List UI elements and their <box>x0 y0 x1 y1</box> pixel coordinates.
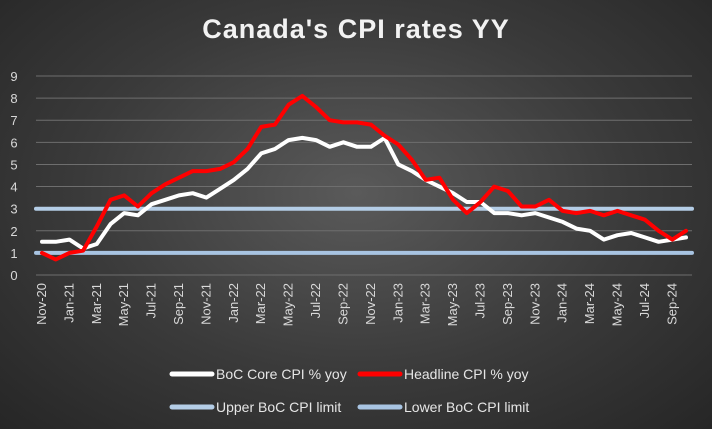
series-line-boc-core-cpi-yoy <box>40 135 688 251</box>
y-axis: 0 1 2 3 4 5 6 7 8 9 <box>10 69 17 283</box>
x-tick-label: Nov-20 <box>34 283 49 325</box>
x-tick-label: Sep-21 <box>171 283 186 325</box>
x-tick-label: Sep-24 <box>664 283 679 325</box>
x-tick-label: Nov-22 <box>363 283 378 325</box>
x-tick-label: Jan-23 <box>390 283 405 323</box>
y-tick-label: 5 <box>10 157 17 172</box>
legend-item: Upper BoC CPI limit <box>169 399 341 415</box>
y-tick-label: 3 <box>10 202 17 217</box>
x-tick-label: Sep-23 <box>500 283 515 325</box>
legend-item: Lower BoC CPI limit <box>357 399 529 415</box>
x-tick-label: Jan-21 <box>61 283 76 323</box>
x-tick-label: Jul-21 <box>144 283 159 318</box>
series-lines <box>34 93 694 262</box>
x-tick-label: Nov-21 <box>198 283 213 325</box>
x-tick-label: Sep-22 <box>335 283 350 325</box>
legend-label: Lower BoC CPI limit <box>404 399 529 415</box>
x-tick-label: Jul-22 <box>308 283 323 318</box>
x-tick-label: May-21 <box>116 283 131 326</box>
gridlines <box>36 75 692 276</box>
chart-title: Canada's CPI rates YY <box>202 14 510 44</box>
legend-item: BoC Core CPI % yoy <box>169 366 347 382</box>
y-tick-label: 4 <box>10 180 17 195</box>
x-axis: Nov-20 Jan-21 Mar-21 May-21 Jul-21 Sep-21 Nov-… <box>34 283 679 326</box>
x-tick-label: May-22 <box>281 283 296 326</box>
x-tick-label: May-23 <box>445 283 460 326</box>
x-tick-label: Jul-23 <box>472 283 487 318</box>
legend-item: Headline CPI % yoy <box>357 366 529 382</box>
x-tick-label: Jul-24 <box>637 283 652 318</box>
y-tick-label: 9 <box>10 69 17 84</box>
x-tick-label: Jan-24 <box>555 283 570 323</box>
x-tick-label: May-24 <box>609 283 624 326</box>
x-tick-label: Mar-24 <box>582 283 597 324</box>
legend-label: Headline CPI % yoy <box>404 366 529 382</box>
legend: BoC Core CPI % yoy Headline CPI % yoy Uppe… <box>169 366 529 415</box>
y-tick-label: 6 <box>10 135 17 150</box>
series-line-headline-cpi-yoy <box>40 93 688 262</box>
x-tick-label: Jan-22 <box>226 283 241 323</box>
y-tick-label: 2 <box>10 224 17 239</box>
x-tick-label: Mar-23 <box>418 283 433 324</box>
x-tick-label: Mar-22 <box>253 283 268 324</box>
y-tick-label: 1 <box>10 246 17 261</box>
y-tick-label: 7 <box>10 113 17 128</box>
y-tick-label: 8 <box>10 91 17 106</box>
legend-label: Upper BoC CPI limit <box>216 399 341 415</box>
y-tick-label: 0 <box>10 268 17 283</box>
legend-label: BoC Core CPI % yoy <box>216 366 347 382</box>
x-tick-label: Mar-21 <box>89 283 104 324</box>
x-tick-label: Nov-23 <box>527 283 542 325</box>
